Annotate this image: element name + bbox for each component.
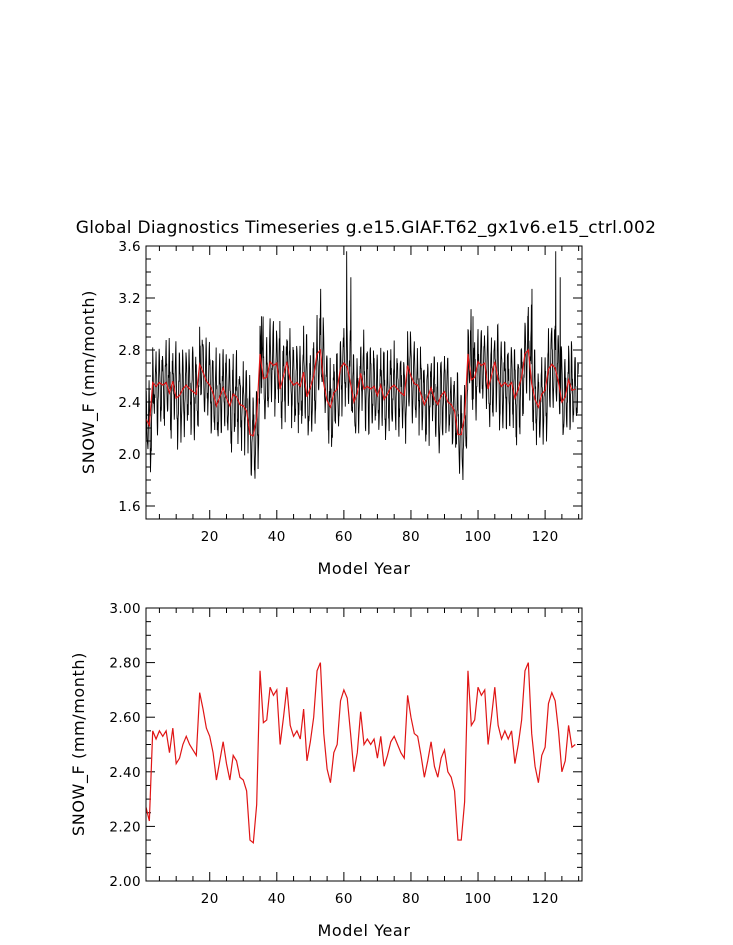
- top-chart-panel: 20 40 60 80 100 120 1.6 2.0 2.4 2.8 3.2 3.6: [118, 239, 583, 545]
- bottom-y-tick-label: 2.20: [109, 819, 141, 835]
- top-y-axis-label: SNOW_F (mm/month): [79, 290, 99, 474]
- bottom-x-tick-label: 80: [402, 891, 420, 907]
- annual-mean-series-line: [146, 348, 576, 437]
- top-x-tick-label: 20: [201, 529, 219, 545]
- chart-title: Global Diagnostics Timeseries g.e15.GIAF…: [76, 218, 657, 238]
- top-x-axis-label: Model Year: [318, 559, 411, 578]
- bottom-axis-ticks: [146, 607, 582, 882]
- bottom-y-tick-label: 3.00: [109, 601, 141, 617]
- top-plot-frame: [145, 245, 583, 520]
- bottom-x-tick-label: 60: [335, 891, 353, 907]
- bottom-y-tick-label: 2.40: [109, 765, 141, 781]
- bottom-y-tick-label: 2.60: [109, 710, 141, 726]
- bottom-y-tick-label: 2.80: [109, 656, 141, 672]
- bottom-x-tick-label: 100: [465, 891, 492, 907]
- top-y-tick-label: 3.2: [118, 291, 141, 307]
- bottom-chart-panel: 20 40 60 80 100 120 2.00 2.20 2.40 2.60 2.80 3.00: [109, 601, 583, 907]
- bottom-plot-frame: [145, 607, 583, 882]
- bottom-y-tick-labels: 2.00 2.20 2.40 2.60 2.80 3.00: [109, 601, 141, 890]
- bottom-x-axis-label: Model Year: [318, 921, 411, 940]
- bottom-y-tick-label: 2.00: [109, 874, 141, 890]
- bottom-y-axis-label: SNOW_F (mm/month): [69, 652, 89, 836]
- bottom-x-tick-label: 120: [532, 891, 559, 907]
- top-series-group: [146, 251, 579, 481]
- top-x-tick-label: 40: [268, 529, 286, 545]
- bottom-x-tick-labels: 20 40 60 80 100 120: [201, 891, 559, 907]
- top-axis-ticks: [146, 245, 582, 520]
- top-x-tick-labels: 20 40 60 80 100 120: [201, 529, 559, 545]
- top-x-tick-label: 80: [402, 529, 420, 545]
- monthly-series-line: [146, 251, 579, 481]
- top-y-tick-labels: 1.6 2.0 2.4 2.8 3.2 3.6: [118, 239, 141, 515]
- bottom-x-tick-label: 40: [268, 891, 286, 907]
- top-y-tick-label: 1.6: [118, 499, 141, 515]
- top-y-tick-label: 2.8: [118, 343, 141, 359]
- annual-mean-series-line: [146, 662, 576, 844]
- top-y-tick-label: 3.6: [118, 239, 141, 255]
- bottom-series-group: [146, 662, 576, 844]
- top-x-tick-label: 120: [532, 529, 559, 545]
- top-y-tick-label: 2.4: [118, 395, 141, 411]
- top-y-tick-label: 2.0: [118, 447, 141, 463]
- top-x-tick-label: 100: [465, 529, 492, 545]
- top-x-tick-label: 60: [335, 529, 353, 545]
- bottom-x-tick-label: 20: [201, 891, 219, 907]
